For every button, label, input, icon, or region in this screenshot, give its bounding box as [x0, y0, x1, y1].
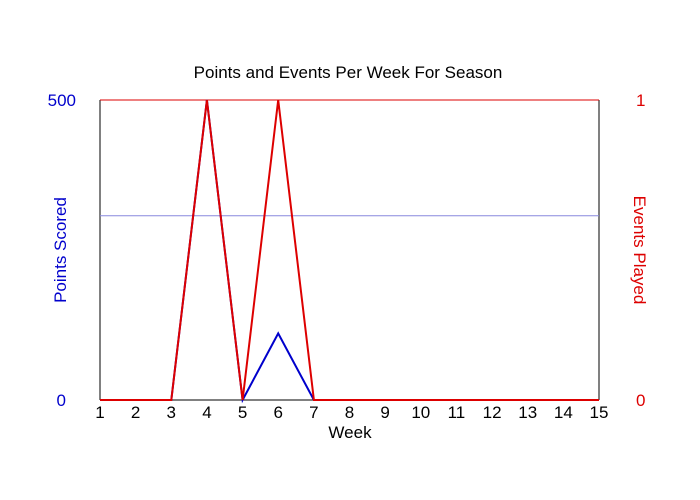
right-axis-max-label: 1	[636, 91, 645, 110]
x-tick-label-1: 1	[95, 403, 104, 422]
x-tick-label-12: 12	[483, 403, 502, 422]
x-tick-label-6: 6	[273, 403, 282, 422]
x-tick-label-10: 10	[411, 403, 430, 422]
right-axis-min-label: 0	[636, 391, 645, 410]
x-tick-label-7: 7	[309, 403, 318, 422]
x-tick-label-8: 8	[345, 403, 354, 422]
x-tick-label-4: 4	[202, 403, 211, 422]
x-tick-label-14: 14	[554, 403, 573, 422]
left-axis-max-label: 500	[48, 91, 76, 110]
x-tick-label-15: 15	[590, 403, 609, 422]
series-line-points-scored	[100, 99, 599, 404]
x-tick-label-2: 2	[131, 403, 140, 422]
x-tick-label-13: 13	[518, 403, 537, 422]
left-axis-title: Points Scored	[51, 197, 70, 303]
right-axis-title: Events Played	[630, 196, 649, 305]
x-tick-label-5: 5	[238, 403, 247, 422]
x-tick-label-9: 9	[380, 403, 389, 422]
chart-title: Points and Events Per Week For Season	[194, 63, 503, 82]
x-tick-label-3: 3	[167, 403, 176, 422]
x-tick-label-11: 11	[448, 403, 466, 422]
plot-area: 1 2 3 4 5 6 7 8 9 10 11 12 13 14 15	[95, 99, 609, 422]
x-axis-title: Week	[328, 423, 372, 442]
series-line-events-played	[100, 99, 599, 401]
left-axis-min-label: 0	[57, 391, 66, 410]
